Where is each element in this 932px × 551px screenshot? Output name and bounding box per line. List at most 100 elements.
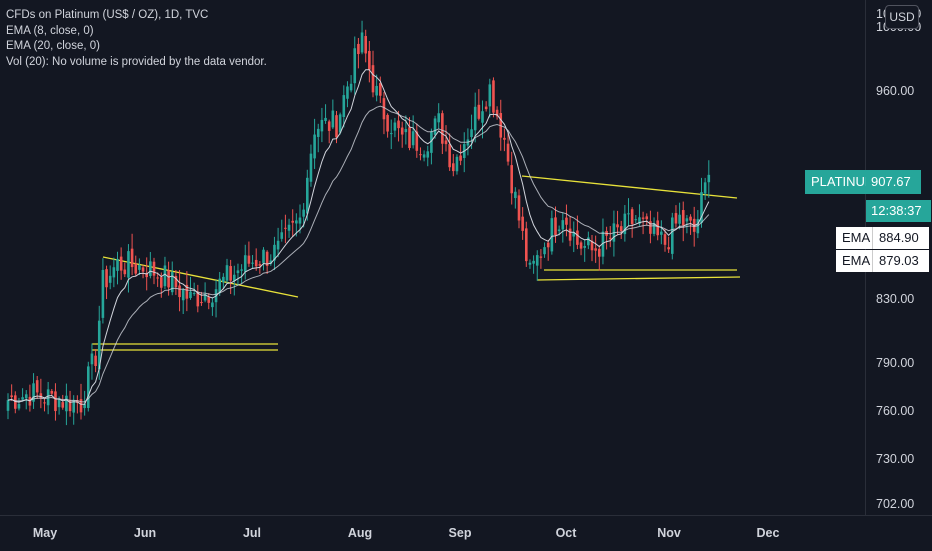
candle-up — [72, 400, 75, 413]
candle-down — [200, 302, 203, 304]
candle-down — [14, 395, 17, 409]
candle-down — [254, 259, 258, 267]
candle-up — [393, 122, 397, 131]
candle-down — [539, 256, 543, 258]
ema-8-line — [7, 69, 710, 405]
candle-down — [247, 255, 251, 264]
candle-up — [138, 264, 141, 270]
candle-up — [700, 192, 703, 223]
chart-legend: CFDs on Platinum (US$ / OZ), 1D, TVC EMA… — [6, 8, 267, 70]
candle-up — [203, 294, 207, 301]
candle-up — [112, 267, 116, 278]
candle-up — [404, 129, 408, 133]
candle-down — [167, 270, 170, 288]
candle-down — [565, 217, 568, 225]
candles-layer — [6, 20, 711, 426]
candle-up — [17, 404, 21, 409]
candle-down — [689, 216, 692, 221]
candle-up — [535, 255, 539, 266]
candle-up — [211, 302, 214, 308]
candle-up — [101, 269, 105, 318]
candle-up — [561, 220, 565, 230]
candle-down — [379, 83, 382, 96]
ema-20-tag-value: 879.03 — [879, 253, 919, 268]
price-axis-tick: 830.00 — [876, 292, 915, 307]
candle-up — [46, 389, 50, 406]
candle-down — [94, 355, 97, 366]
candle-up — [97, 320, 101, 370]
candle-down — [448, 144, 451, 168]
candle-down — [598, 248, 601, 257]
candle-up — [240, 269, 243, 271]
candle-up — [572, 232, 576, 237]
candle-down — [152, 261, 156, 276]
price-chart[interactable] — [0, 0, 865, 515]
candle-down — [364, 36, 367, 54]
price-axis-tick: 790.00 — [876, 356, 915, 371]
ema-8-tag: EMA 884.90 — [836, 227, 929, 249]
candle-up — [678, 214, 681, 224]
candle-down — [630, 209, 634, 225]
candle-up — [623, 213, 627, 235]
time-axis[interactable]: May Jun Jul Aug Sep Oct Nov Dec — [0, 515, 932, 551]
ema-20-tag-label: EMA — [836, 250, 873, 272]
currency-button[interactable]: USD — [885, 5, 919, 29]
legend-title: CFDs on Platinum (US$ / OZ), 1D, TVC — [6, 9, 209, 21]
candle-down — [568, 228, 572, 241]
candle-up — [331, 110, 335, 128]
ema-20-tag: EMA 879.03 — [836, 250, 929, 272]
candle-up — [83, 404, 86, 409]
candle-down — [525, 228, 528, 262]
time-axis-tick: Aug — [347, 526, 373, 540]
candle-up — [276, 240, 280, 250]
candle-up — [302, 209, 305, 217]
candle-up — [269, 260, 273, 264]
candle-down — [61, 402, 65, 408]
candle-down — [196, 291, 200, 307]
candle-down — [141, 267, 145, 272]
candle-down — [459, 155, 462, 161]
candle-up — [236, 270, 240, 274]
last-price-tag: 907.67 — [866, 170, 921, 194]
candle-down — [656, 220, 659, 236]
candle-up — [320, 119, 324, 132]
candle-down — [674, 213, 678, 224]
candle-down — [39, 393, 43, 399]
candle-up — [298, 217, 302, 224]
time-axis-tick: Jul — [242, 526, 262, 540]
time-axis-tick: Jun — [133, 526, 157, 540]
candle-up — [65, 395, 68, 412]
support-line-right-2[interactable] — [536, 276, 741, 281]
candle-down — [156, 277, 159, 279]
candle-up — [243, 255, 247, 272]
candle-up — [411, 131, 415, 146]
candle-up — [313, 134, 316, 159]
legend-ema-20[interactable]: EMA (20, close, 0) — [6, 40, 100, 52]
time-axis-tick: Dec — [756, 526, 780, 540]
candle-down — [185, 284, 189, 299]
candle-up — [181, 289, 185, 301]
candle-down — [594, 248, 597, 251]
candle-down — [415, 131, 419, 151]
drawn-trendlines[interactable] — [92, 175, 741, 351]
legend-volume[interactable]: Vol (20): No volume is provided by the d… — [6, 55, 267, 68]
candle-down — [265, 251, 269, 266]
legend-ema-8[interactable]: EMA (8, close, 0) — [6, 24, 94, 37]
candle-up — [346, 86, 349, 99]
candle-up — [295, 220, 298, 224]
candle-down — [382, 98, 386, 120]
candle-up — [280, 232, 284, 239]
candle-down — [579, 242, 583, 249]
candle-down — [284, 227, 287, 229]
candle-up — [116, 258, 119, 271]
candle-down — [517, 195, 521, 221]
candle-up — [218, 278, 221, 294]
candle-down — [54, 391, 57, 412]
candle-up — [638, 217, 641, 224]
candle-up — [21, 397, 24, 400]
candle-up — [426, 151, 430, 158]
candle-down — [408, 127, 411, 148]
candle-up — [671, 217, 674, 254]
candle-down — [145, 273, 148, 278]
candle-down — [229, 266, 232, 281]
